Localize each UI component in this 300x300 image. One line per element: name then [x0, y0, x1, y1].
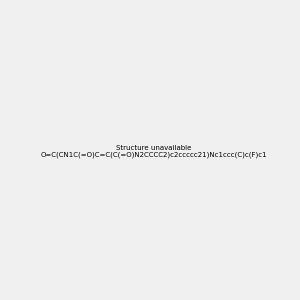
Text: Structure unavailable
O=C(CN1C(=O)C=C(C(=O)N2CCCC2)c2ccccc21)Nc1ccc(C)c(F)c1: Structure unavailable O=C(CN1C(=O)C=C(C(… [40, 145, 267, 158]
